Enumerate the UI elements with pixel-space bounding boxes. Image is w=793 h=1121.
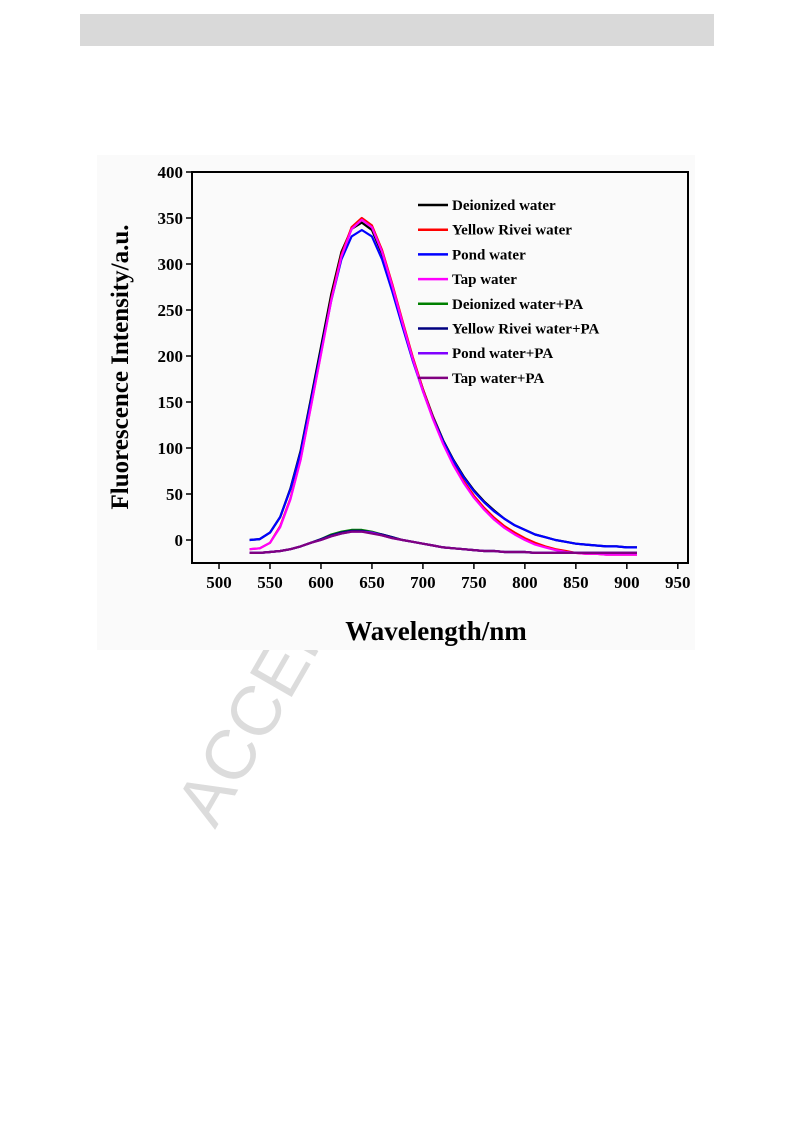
legend-label: Deionized water (452, 198, 556, 214)
y-tick-label: 100 (158, 439, 184, 458)
x-axis-label: Wavelength/nm (345, 616, 527, 646)
y-tick-label: 400 (158, 163, 184, 182)
x-tick-label: 650 (359, 573, 385, 592)
y-tick-label: 200 (158, 347, 184, 366)
legend-label: Pond water (452, 247, 526, 263)
y-axis-label: Fluorescence Intensity/a.u. (107, 225, 134, 510)
series-line (249, 530, 637, 554)
legend-label: Tap water+PA (452, 371, 544, 387)
y-tick-label: 350 (158, 209, 184, 228)
x-tick-label: 600 (308, 573, 334, 592)
x-tick-label: 950 (665, 573, 691, 592)
legend-label: Yellow Rivei water (452, 223, 572, 239)
x-tick-label: 850 (563, 573, 589, 592)
x-tick-label: 800 (512, 573, 538, 592)
y-tick-label: 50 (166, 485, 183, 504)
y-tick-label: 300 (158, 255, 184, 274)
x-tick-label: 500 (206, 573, 232, 592)
plot-frame (191, 171, 689, 564)
x-tick-label: 550 (257, 573, 283, 592)
x-tick-label: 750 (461, 573, 487, 592)
x-tick-label: 700 (410, 573, 436, 592)
legend-label: Pond water+PA (452, 346, 553, 362)
y-tick-label: 150 (158, 393, 184, 412)
x-tick-label: 900 (614, 573, 640, 592)
figure-background (97, 155, 695, 650)
legend-label: Deionized water+PA (452, 297, 583, 313)
header-bar (80, 14, 714, 46)
legend-label: Tap water (452, 272, 517, 288)
y-tick-label: 250 (158, 301, 184, 320)
y-tick-label: 0 (175, 531, 184, 550)
legend-label: Yellow Rivei water+PA (452, 322, 600, 338)
